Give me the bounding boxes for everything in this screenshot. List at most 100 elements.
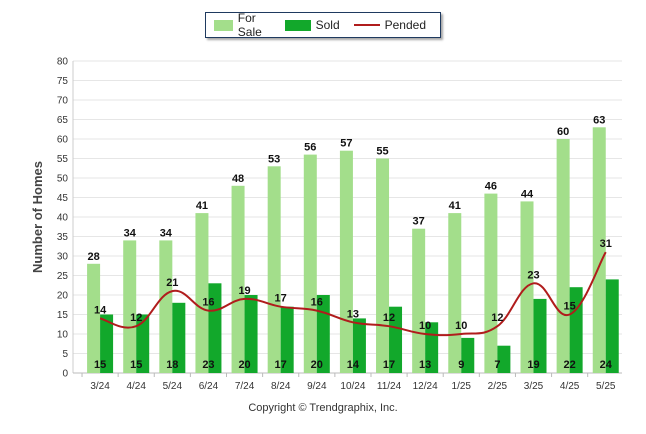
pended-value-label: 16 [311, 297, 323, 309]
legend-item-for-sale[interactable]: For Sale [214, 11, 271, 39]
pended-value-label: 31 [600, 238, 612, 250]
x-tick-label: 10/24 [340, 381, 365, 392]
sold-bar [208, 283, 222, 373]
sold-bar [352, 318, 366, 373]
sold-value-label: 19 [527, 359, 539, 371]
y-tick-label: 45 [57, 193, 69, 204]
y-tick-label: 35 [57, 232, 69, 243]
for-sale-value-label: 56 [304, 142, 316, 154]
legend-item-pended[interactable]: Pended [353, 18, 426, 32]
sold-value-label: 23 [202, 359, 214, 371]
pended-line [99, 251, 607, 337]
for-sale-bar [376, 158, 390, 373]
y-tick-label: 5 [62, 349, 68, 360]
sold-bar [172, 302, 186, 373]
y-axis-title: Number of Homes [30, 161, 45, 273]
x-tick-label: 1/25 [452, 381, 472, 392]
pended-value-label: 12 [383, 312, 395, 324]
sold-bar [389, 306, 403, 373]
y-tick-label: 20 [57, 291, 69, 302]
pended-value-label: 12 [491, 312, 503, 324]
sold-value-label: 17 [383, 359, 395, 371]
pended-value-label: 13 [347, 308, 359, 320]
sold-value-label: 15 [130, 359, 142, 371]
x-tick-label: 6/24 [199, 381, 219, 392]
x-tick-label: 7/24 [235, 381, 255, 392]
y-tick-label: 70 [57, 96, 69, 107]
legend: For Sale Sold Pended [205, 11, 441, 39]
pended-value-label: 14 [94, 304, 107, 316]
y-tick-label: 25 [57, 271, 69, 282]
for-sale-bar [412, 228, 426, 373]
pended-value-label: 16 [202, 297, 214, 309]
sold-value-label: 22 [564, 359, 576, 371]
sold-value-label: 20 [311, 359, 323, 371]
for-sale-value-label: 41 [449, 200, 461, 212]
for-sale-value-label: 37 [413, 216, 425, 228]
legend-item-sold[interactable]: Sold [284, 18, 340, 32]
y-tick-label: 10 [57, 330, 69, 341]
for-sale-value-label: 34 [124, 227, 137, 239]
sold-bar [136, 314, 150, 373]
y-tick-label: 30 [57, 252, 69, 263]
for-sale-bar [303, 154, 317, 373]
for-sale-value-label: 55 [376, 146, 388, 158]
for-sale-bar [556, 139, 570, 373]
y-tick-label: 80 [57, 57, 69, 68]
pended-value-label: 15 [564, 301, 576, 313]
for-sale-bar [448, 213, 462, 373]
for-sale-bar [267, 166, 281, 373]
sold-value-label: 7 [494, 359, 500, 371]
pended-value-label: 12 [130, 312, 142, 324]
for-sale-bar [87, 263, 101, 373]
x-tick-label: 11/24 [377, 381, 402, 392]
x-tick-label: 12/24 [413, 381, 438, 392]
y-tick-label: 0 [62, 369, 68, 380]
sold-value-label: 13 [419, 359, 431, 371]
sold-bar [605, 279, 619, 373]
y-tick-label: 15 [57, 310, 69, 321]
y-tick-label: 65 [57, 115, 69, 126]
sold-bar [100, 314, 114, 373]
sold-bar [569, 287, 583, 373]
x-tick-label: 5/25 [596, 381, 616, 392]
x-tick-label: 2/25 [488, 381, 508, 392]
for-sale-bar [159, 240, 173, 373]
y-tick-label: 40 [57, 213, 69, 224]
sold-bar [280, 306, 294, 373]
for-sale-value-label: 57 [340, 138, 352, 150]
for-sale-value-label: 53 [268, 153, 280, 165]
pended-value-label: 21 [166, 277, 178, 289]
for-sale-bar [592, 127, 606, 373]
x-tick-label: 5/24 [163, 381, 183, 392]
for-sale-value-label: 48 [232, 173, 244, 185]
y-tick-label: 60 [57, 135, 69, 146]
sold-value-label: 17 [275, 359, 287, 371]
x-tick-label: 4/24 [126, 381, 146, 392]
x-tick-label: 8/24 [271, 381, 291, 392]
for-sale-value-label: 44 [521, 188, 534, 200]
sold-value-label: 18 [166, 359, 178, 371]
for-sale-value-label: 34 [160, 227, 173, 239]
for-sale-bar [339, 150, 353, 373]
pended-value-label: 19 [238, 285, 250, 297]
sold-bar [497, 345, 511, 373]
x-tick-label: 4/25 [560, 381, 580, 392]
pended-value-label: 23 [527, 269, 539, 281]
for-sale-value-label: 60 [557, 126, 569, 138]
legend-label-pended: Pended [384, 18, 426, 32]
y-tick-label: 55 [57, 154, 69, 165]
pended-value-label: 10 [455, 320, 467, 332]
legend-label-sold: Sold [315, 18, 340, 32]
pended-value-label: 10 [419, 320, 431, 332]
sold-value-label: 15 [94, 359, 106, 371]
sold-swatch [284, 19, 311, 31]
copyright-text: Copyright © Trendgraphix, Inc. [248, 402, 398, 414]
for-sale-bar [484, 193, 498, 373]
x-tick-label: 9/24 [307, 381, 327, 392]
x-tick-label: 3/25 [524, 381, 544, 392]
sold-bar [244, 295, 258, 373]
x-tick-label: 3/24 [90, 381, 110, 392]
sold-value-label: 14 [347, 359, 360, 371]
